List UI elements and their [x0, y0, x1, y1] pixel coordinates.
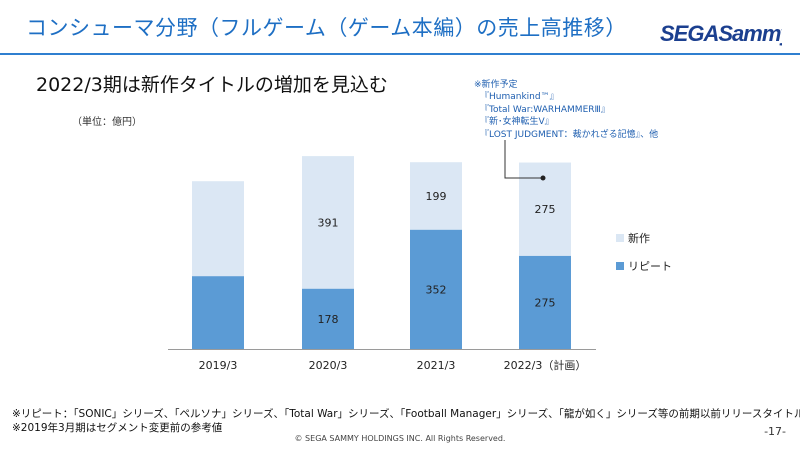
data-label: 352: [426, 283, 447, 296]
annotation-marker: [540, 175, 546, 181]
bar-new-0: [192, 181, 244, 277]
legend-swatch: [616, 262, 624, 270]
data-label: 275: [535, 203, 556, 216]
unit-label: （単位：億円）: [72, 117, 142, 128]
new-titles-annotation: ※新作予定 『Humankind™』 『Total War:WARHAMMERⅢ…: [474, 79, 658, 141]
annotation-line: 『Humankind™』: [480, 92, 559, 103]
bar-repeat-3: [519, 255, 571, 349]
legend-label: リピート: [628, 260, 672, 273]
data-label: 199: [426, 190, 447, 203]
x-tick-label: 2020/3: [309, 359, 348, 372]
annotation-line: ※新作予定: [474, 80, 518, 90]
slide-subtitle: 2022/3期は新作タイトルの増加を見込む: [36, 74, 388, 96]
bar-new-1: [302, 156, 354, 289]
bar-repeat-2: [410, 229, 462, 349]
slide-title: コンシューマ分野（フルゲーム（ゲーム本編）の売上高推移）: [26, 16, 627, 40]
footnote-reference: ※2019年3月期はセグメント変更前の参考値: [12, 422, 223, 434]
data-label: 275: [535, 296, 556, 309]
svg-text:SEGASammy: SEGASammy: [660, 21, 782, 46]
annotation-line: 『新･女神転生Ⅴ』: [480, 117, 554, 128]
footnote-repeat: ※リピート：「SONIC」シリーズ、「ペルソナ」シリーズ、「Total War」…: [12, 408, 800, 420]
bar-repeat-1: [302, 288, 354, 349]
bar-repeat-0: [192, 276, 244, 349]
x-tick-label: 2021/3: [417, 359, 456, 372]
data-label: 391: [318, 216, 339, 229]
bar-new-2: [410, 162, 462, 230]
legend-swatch: [616, 234, 624, 242]
legend-label: 新作: [628, 231, 650, 245]
data-label: 178: [318, 313, 339, 326]
annotation-line: 『Total War:WARHAMMERⅢ』: [480, 104, 610, 115]
sega-sammy-logo: SEGASammy: [660, 21, 782, 46]
copyright: © SEGA SAMMY HOLDINGS INC. All Rights Re…: [294, 434, 506, 443]
x-tick-label: 2022/3（計画）: [504, 358, 587, 372]
title-rule: [0, 53, 800, 55]
annotation-line: 『LOST JUDGMENT：裁かれざる記憶』、他: [480, 129, 659, 140]
page-number: -17-: [764, 425, 786, 438]
annotation-leader-line: [504, 140, 543, 179]
x-tick-label: 2019/3: [199, 359, 238, 372]
